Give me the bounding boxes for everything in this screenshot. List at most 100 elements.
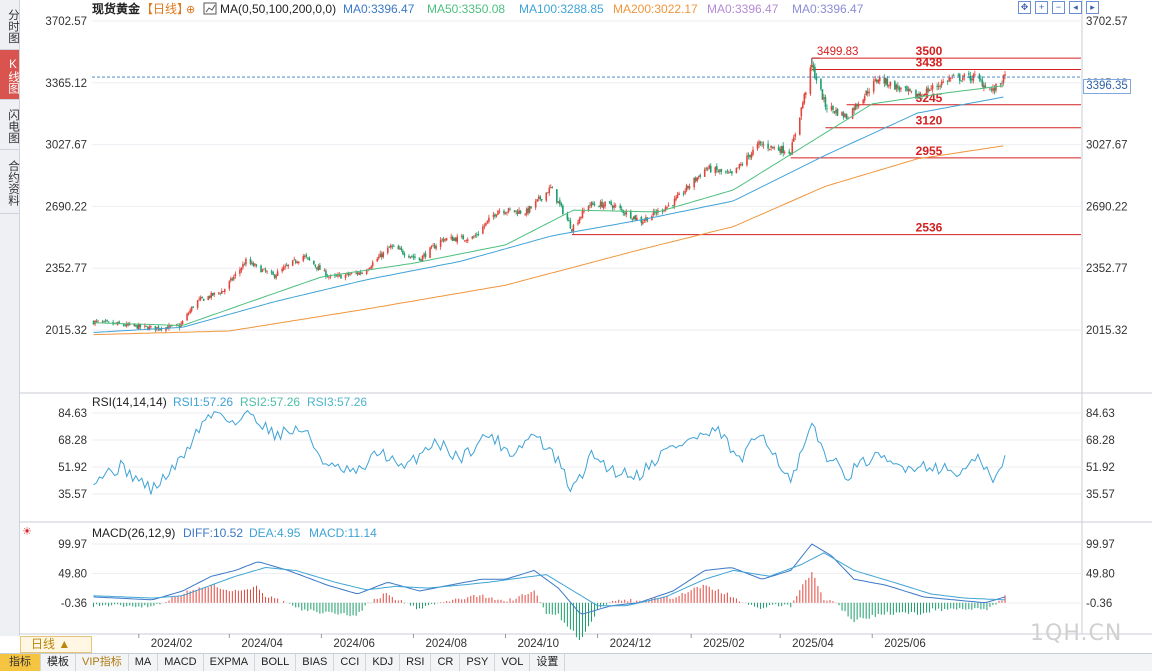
macd-settings-icon[interactable]: ☀ xyxy=(22,526,32,538)
candle-body xyxy=(231,278,234,280)
candle-body xyxy=(519,211,522,214)
candle-body xyxy=(540,199,543,201)
candle-body xyxy=(927,87,929,92)
candle-body xyxy=(537,196,540,199)
candle-body xyxy=(261,269,264,272)
candle-body xyxy=(160,328,163,330)
candle-body xyxy=(894,81,896,90)
scroll-left-icon[interactable]: ◂ xyxy=(1069,1,1082,14)
instrument-title: 现货黄金 xyxy=(92,1,141,16)
candle-body xyxy=(961,78,964,80)
indicator-psy[interactable]: PSY xyxy=(460,654,496,671)
chart-toolbar: ✥ + − ◂ ▸ xyxy=(1018,1,1099,14)
candle-body xyxy=(506,212,508,213)
candle-body xyxy=(103,320,105,322)
candle-body xyxy=(845,113,848,119)
zoom-in-icon[interactable]: + xyxy=(1035,1,1048,14)
candle-body xyxy=(942,81,944,83)
candle-body xyxy=(359,272,362,274)
candle-body xyxy=(361,272,363,274)
candle-body xyxy=(725,171,727,173)
indicator-cr[interactable]: CR xyxy=(431,654,461,671)
x-tick-label: 2024/08 xyxy=(425,638,467,650)
candle-body xyxy=(270,271,273,273)
candle-body xyxy=(513,210,516,212)
candle-body xyxy=(788,151,791,154)
candle-body xyxy=(485,222,487,226)
candle-body xyxy=(430,245,433,248)
indicator-ma[interactable]: MA xyxy=(129,654,159,671)
vip-indicator-tab[interactable]: VIP指标 xyxy=(76,654,129,671)
indicator-vol[interactable]: VOL xyxy=(495,654,531,671)
tab-kline[interactable]: K线图 xyxy=(0,50,19,100)
candle-body xyxy=(202,298,205,301)
candle-body xyxy=(580,216,582,219)
tab-contract-info[interactable]: 合约资料 xyxy=(0,150,19,214)
indicator-tab[interactable]: 指标 xyxy=(0,654,41,671)
candle-body xyxy=(910,90,913,92)
candle-body xyxy=(936,86,938,87)
candle-body xyxy=(118,321,120,324)
candle-body xyxy=(144,325,146,327)
candle-body xyxy=(199,297,202,300)
candle-body xyxy=(240,268,243,271)
template-tab[interactable]: 模板 xyxy=(41,654,76,671)
candle-body xyxy=(697,175,700,177)
candle-body xyxy=(703,169,706,177)
candle-body xyxy=(313,260,315,265)
candle-body xyxy=(919,95,922,97)
candle-body xyxy=(587,206,590,211)
candle-body xyxy=(856,104,858,107)
indicator-macd[interactable]: MACD xyxy=(158,654,204,671)
candle-body xyxy=(569,220,572,229)
candle-body xyxy=(192,306,194,308)
candle-body xyxy=(439,239,442,247)
period-selector-button[interactable]: 日线 ▲ xyxy=(20,636,92,653)
indicator-cci[interactable]: CCI xyxy=(334,654,367,671)
candle-body xyxy=(307,257,309,259)
candle-body xyxy=(263,268,265,270)
candle-body xyxy=(433,245,436,249)
candle-body xyxy=(708,165,711,169)
crosshair-icon[interactable]: ✥ xyxy=(1018,1,1031,14)
x-tick-label: 2025/06 xyxy=(884,638,926,650)
candle-body xyxy=(370,266,372,269)
candle-body xyxy=(411,256,413,258)
indicator-boll[interactable]: BOLL xyxy=(255,654,297,671)
price-tick-right: 2690.22 xyxy=(1086,201,1128,213)
candle-body xyxy=(862,99,864,104)
candle-body xyxy=(685,185,688,191)
candle-body xyxy=(731,171,733,174)
settings-tab[interactable]: 设置 xyxy=(530,654,566,671)
candle-body xyxy=(836,108,839,116)
indicator-rsi[interactable]: RSI xyxy=(400,654,432,671)
candle-body xyxy=(767,143,769,149)
indicator-kdj[interactable]: KDJ xyxy=(366,654,401,671)
candle-body xyxy=(189,310,191,314)
candle-body xyxy=(809,67,812,94)
candle-body xyxy=(777,147,780,151)
candle-body xyxy=(746,155,748,166)
candle-body xyxy=(631,219,634,220)
level-label-3500: 3500 xyxy=(916,44,943,58)
tab-intraday[interactable]: 分时图 xyxy=(0,0,19,50)
settings-icon[interactable]: ⊕ xyxy=(186,4,195,16)
macd-title: MACD(26,12,9) xyxy=(92,526,175,540)
indicator-expma[interactable]: EXPMA xyxy=(204,654,256,671)
candle-body xyxy=(928,90,931,92)
candle-body xyxy=(826,108,828,109)
candle-body xyxy=(482,226,484,234)
moving-averages xyxy=(92,76,1082,336)
candle-body xyxy=(412,256,415,258)
indicator-bias[interactable]: BIAS xyxy=(296,654,335,671)
candle-body xyxy=(608,201,611,203)
tab-lightning[interactable]: 闪电图 xyxy=(0,100,19,150)
candle-body xyxy=(798,117,801,135)
legend-ma100: MA100:3288.85 xyxy=(519,2,604,16)
rsi-tick-right: 51.92 xyxy=(1086,462,1115,474)
scroll-right-icon[interactable]: ▸ xyxy=(1086,1,1099,14)
candle-body xyxy=(217,292,220,294)
zoom-out-icon[interactable]: − xyxy=(1052,1,1065,14)
candle-body xyxy=(900,87,902,90)
level-label-3438: 3438 xyxy=(916,55,943,69)
